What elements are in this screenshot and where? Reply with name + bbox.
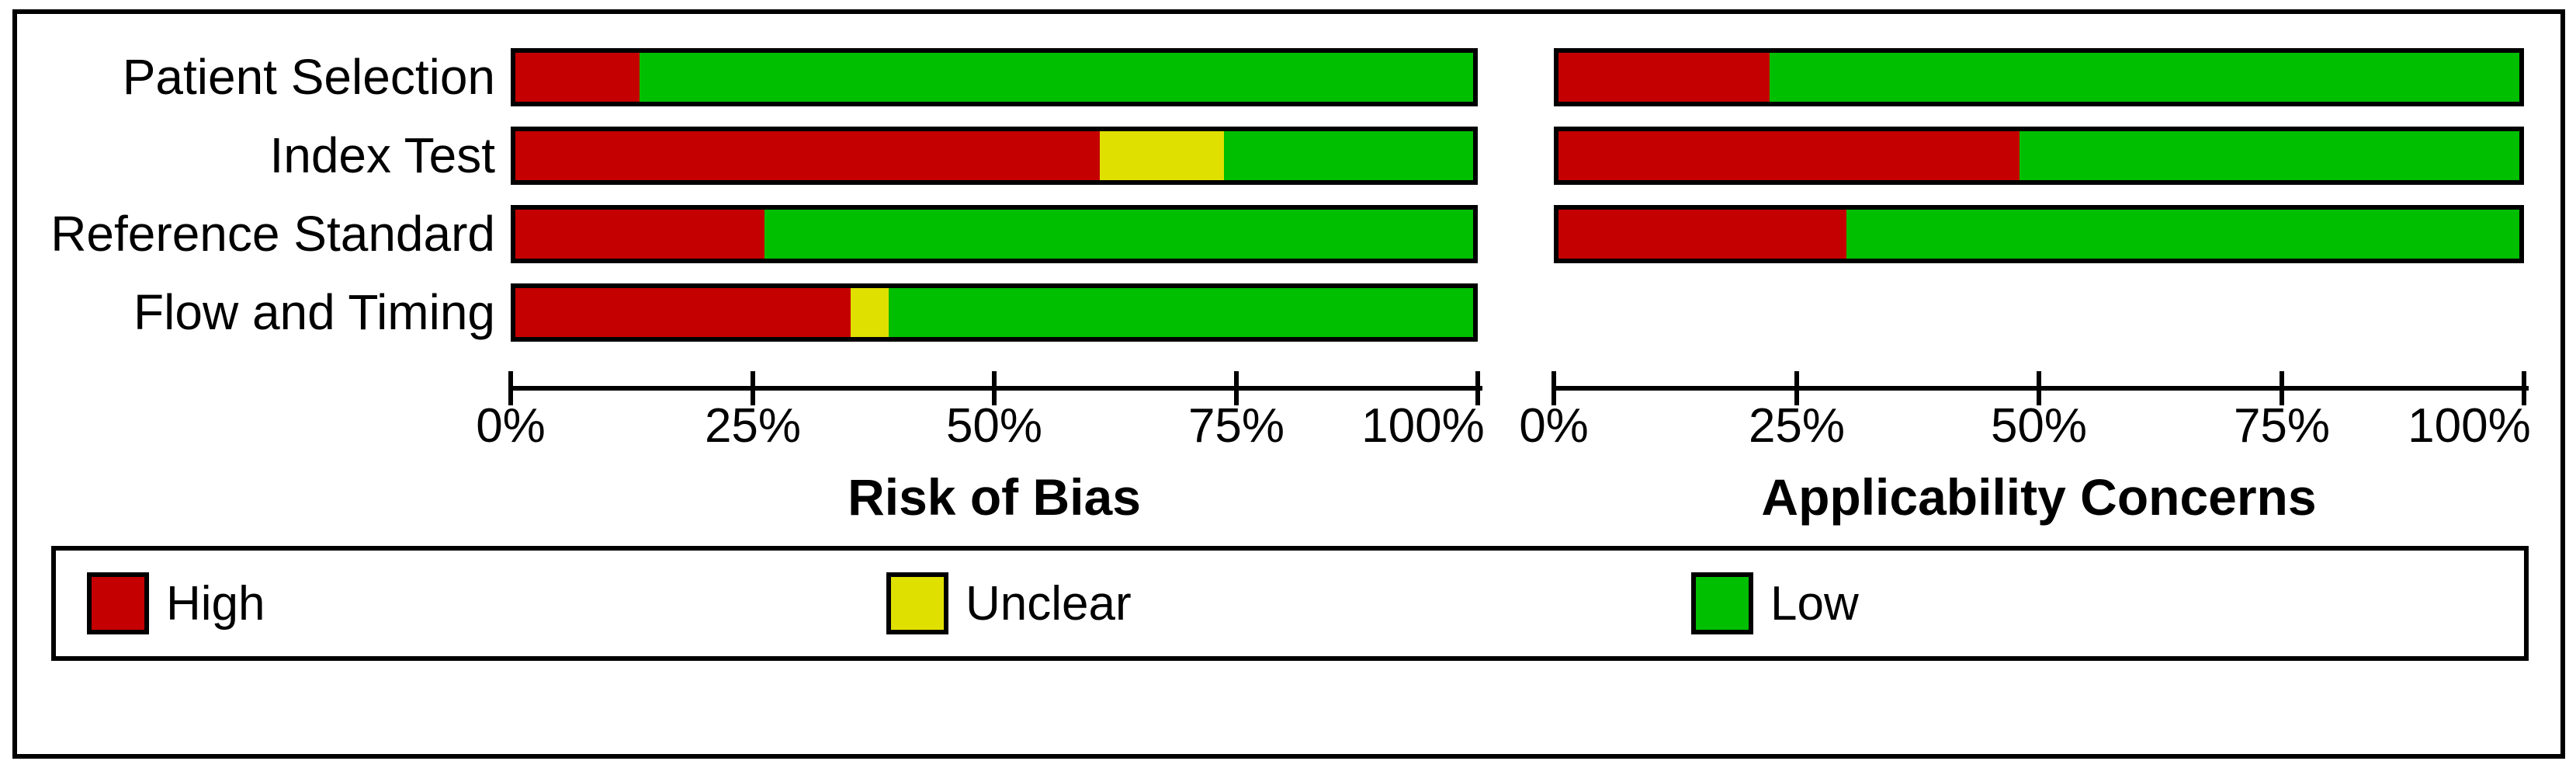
axis-tick-label: 25% (1748, 399, 1846, 453)
category-label-index-test: Index Test (269, 127, 495, 183)
bar-flow-and-timing (511, 283, 1478, 342)
segment-low (1770, 53, 2519, 102)
applicability-concerns-axis-title: Applicability Concerns (1761, 468, 2317, 526)
axis-tick-label: 100% (2408, 399, 2531, 453)
segment-unclear (850, 288, 889, 337)
legend-item-low: Low (1691, 551, 1859, 656)
bar-reference-standard (511, 205, 1478, 263)
bar-patient-selection (1554, 48, 2524, 106)
risk-of-bias-axis-title: Risk of Bias (848, 468, 1141, 526)
segment-high (1558, 131, 2020, 180)
axis-tick-label: 75% (1187, 399, 1285, 453)
axis-tick (751, 371, 755, 405)
legend-box: High Unclear Low (51, 546, 2529, 661)
bar-patient-selection (511, 48, 1478, 106)
axis-tick (508, 371, 513, 405)
segment-low (1846, 210, 2519, 259)
segment-low (2020, 131, 2519, 180)
legend-swatch-unclear (886, 572, 948, 634)
axis-tick (2522, 371, 2526, 405)
figure-border (12, 9, 2565, 759)
segment-unclear (1099, 131, 1225, 180)
axis-tick-label: 75% (2233, 399, 2331, 453)
segment-low (1224, 131, 1473, 180)
bar-reference-standard (1554, 205, 2524, 263)
axis-tick (992, 371, 997, 405)
category-label-reference-standard: Reference Standard (50, 206, 495, 262)
segment-low (764, 210, 1473, 259)
axis-tick (1234, 371, 1239, 405)
legend-label-high: High (166, 576, 265, 631)
bar-index-test (511, 127, 1478, 185)
segment-high (515, 131, 1100, 180)
legend-label-unclear: Unclear (966, 576, 1132, 631)
category-label-flow-and-timing: Flow and Timing (133, 284, 495, 340)
segment-high (515, 53, 640, 102)
axis-tick (2280, 371, 2284, 405)
legend-swatch-low (1691, 572, 1753, 634)
axis-tick (1475, 371, 1480, 405)
segment-high (515, 210, 764, 259)
legend-item-high: High (87, 551, 265, 656)
segment-high (515, 288, 851, 337)
bar-index-test (1554, 127, 2524, 185)
applicability-concerns-axis-line (1554, 386, 2529, 391)
legend-label-low: Low (1770, 576, 1859, 631)
axis-tick-label: 50% (945, 399, 1043, 453)
segment-high (1558, 210, 1847, 259)
risk-of-bias-axis-line (511, 386, 1482, 391)
category-label-patient-selection: Patient Selection (122, 49, 495, 105)
axis-tick (1551, 371, 1556, 405)
axis-tick-label: 0% (1519, 399, 1589, 453)
segment-high (1558, 53, 1770, 102)
axis-tick-label: 50% (1990, 399, 2088, 453)
axis-tick-label: 25% (704, 399, 802, 453)
legend-item-unclear: Unclear (886, 551, 1132, 656)
axis-tick-label: 100% (1361, 399, 1485, 453)
axis-tick (1794, 371, 1799, 405)
segment-low (889, 288, 1473, 337)
axis-tick (2037, 371, 2041, 405)
legend-swatch-high (87, 572, 149, 634)
axis-tick-label: 0% (476, 399, 546, 453)
segment-low (640, 53, 1473, 102)
